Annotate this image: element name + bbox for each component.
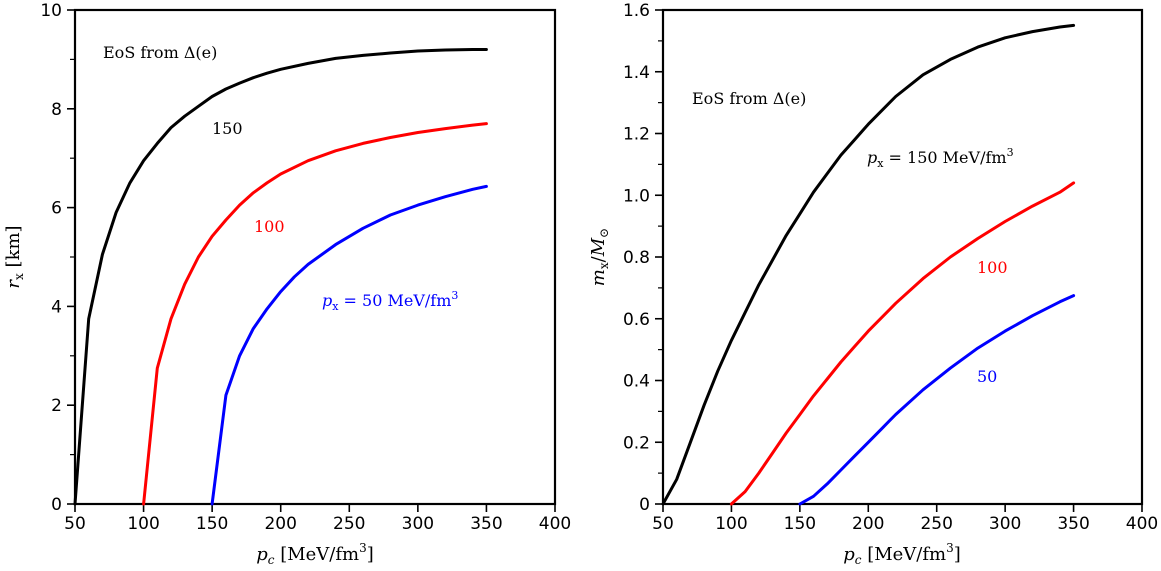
mass-label-100: 100 [977, 258, 1008, 277]
radius-label-100: 100 [254, 217, 285, 236]
mass-label-150: px = 150 MeV/fm3 [867, 146, 1014, 170]
radius-y-tick-label: 0 [51, 495, 62, 515]
radius-label-50: px = 50 MeV/fm3 [322, 289, 458, 313]
mass-label-50: 50 [977, 367, 997, 386]
mass-y-tick-label: 0.2 [623, 433, 650, 453]
mass-y-tick-label: 0 [639, 495, 650, 515]
mass-series-layer [661, 23, 1076, 506]
radius-series-line-1 [142, 122, 488, 506]
radius-series-line-2 [210, 184, 488, 506]
mass-x-tick-label: 300 [989, 514, 1021, 534]
radius-chart: 50 100 150 200 250 300 350 400 0 2 4 6 8 10 EoS from … [3, 1, 571, 567]
mass-x-tick-label: 200 [852, 514, 884, 534]
radius-x-tick-label: 400 [539, 514, 571, 534]
mass-y-axis-label: mx/M⊙ [588, 228, 611, 286]
mass-y-tick-label: 0.6 [623, 310, 650, 330]
radius-series-layer [73, 48, 488, 506]
radius-label-150: 150 [212, 119, 243, 138]
radius-y-tick-label: 2 [51, 396, 62, 416]
mass-x-tick-label: 100 [715, 514, 747, 534]
mass-y-tick-label: 1.0 [623, 186, 650, 206]
radius-eos-note: EoS from Δ(e) [103, 43, 217, 62]
radius-x-tick-label: 300 [402, 514, 434, 534]
mass-x-tick-label: 350 [1057, 514, 1089, 534]
mass-y-tick-label: 0.8 [623, 248, 650, 268]
mass-y-tick-label: 1.2 [623, 125, 650, 145]
mass-y-tick-label: 1.4 [623, 63, 650, 83]
mass-eos-note: EoS from Δ(e) [692, 89, 806, 108]
radius-x-tick-label: 100 [127, 514, 159, 534]
radius-y-tick-label: 8 [51, 100, 62, 120]
mass-x-tick-label: 250 [920, 514, 952, 534]
radius-x-tick-label: 200 [264, 514, 296, 534]
radius-plot-frame [73, 8, 557, 506]
mass-x-tick-label: 150 [784, 514, 816, 534]
mass-y-tick-label: 1.6 [623, 1, 650, 21]
mass-plot-frame [661, 8, 1144, 506]
radius-x-tick-label: 150 [196, 514, 228, 534]
mass-x-tick-label: 50 [652, 514, 674, 534]
radius-y-tick-label: 6 [51, 199, 62, 219]
mass-series-line-0 [661, 23, 1076, 506]
radius-series-line-0 [73, 48, 488, 506]
mass-series-line-1 [729, 181, 1076, 506]
mass-axis-ticks: 50 100 150 200 250 300 350 400 0 0.2 0.4 0.6 0.8 1.0 1… [623, 1, 1158, 534]
mass-chart: 50 100 150 200 250 300 350 400 0 0.2 0.4 0.6 0.8 1.0 1… [588, 1, 1158, 567]
radius-x-tick-label: 50 [64, 514, 86, 534]
radius-x-tick-label: 250 [333, 514, 365, 534]
radius-y-tick-label: 10 [40, 1, 62, 21]
radius-axis-ticks: 50 100 150 200 250 300 350 400 0 2 4 6 8 10 [40, 1, 571, 534]
mass-series-line-2 [798, 294, 1076, 506]
mass-y-tick-label: 0.4 [623, 372, 650, 392]
radius-y-tick-label: 4 [51, 297, 62, 317]
mass-x-tick-label: 400 [1126, 514, 1158, 534]
radius-x-axis-label: pc [MeV/fm3] [256, 541, 374, 567]
radius-y-axis-label: rx [km] [3, 225, 26, 288]
mass-x-axis-label: pc [MeV/fm3] [843, 541, 961, 567]
radius-x-tick-label: 350 [470, 514, 502, 534]
